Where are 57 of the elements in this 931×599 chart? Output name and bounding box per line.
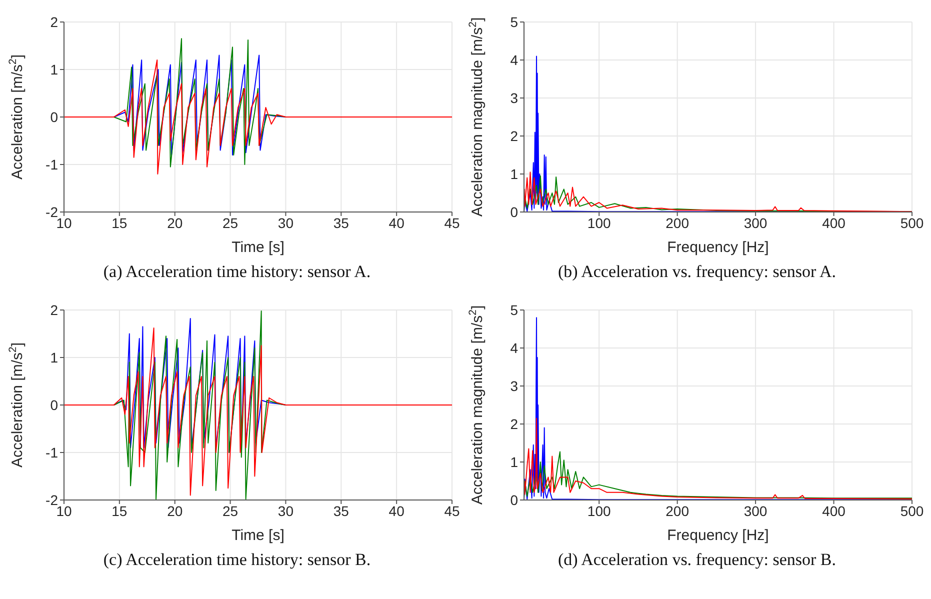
x-tick-label: 10 (56, 502, 72, 519)
x-tick-label: 40 (388, 502, 405, 519)
x-tick-label: 25 (222, 214, 238, 231)
x-axis-title: Frequency [Hz] (667, 527, 769, 544)
text: (b) Acceleration vs. frequency: sensor A. (558, 262, 836, 282)
y-tick-label: 2 (50, 302, 58, 318)
y-tick-label: 5 (510, 14, 518, 30)
text: (a) Acceleration time history: sensor A. (103, 262, 371, 282)
x-tick-label: 100 (587, 214, 611, 231)
y-tick-label: 3 (510, 90, 518, 106)
y-tick-label: 2 (510, 416, 518, 432)
x-tick-label: 45 (444, 214, 460, 231)
x-tick-label: 500 (900, 502, 924, 519)
x-axis-title: Time [s] (232, 239, 284, 256)
x-tick-label: 30 (278, 214, 294, 231)
x-tick-label: 30 (278, 502, 294, 519)
x-tick-label: 300 (744, 502, 768, 519)
x-tick-label: 300 (744, 214, 768, 231)
x-tick-label: 100 (587, 502, 611, 519)
x-tick-label: 500 (900, 214, 924, 231)
text: (d) Acceleration vs. frequency: sensor B. (558, 550, 836, 570)
x-tick-label: 40 (388, 214, 405, 231)
y-tick-label: 0 (50, 108, 58, 125)
y-tick-label: 0 (50, 396, 58, 413)
line-series (64, 60, 452, 174)
y-tick-label: -2 (46, 492, 58, 508)
x-tick-label: 20 (167, 214, 183, 231)
y-tick-label: -1 (46, 444, 58, 460)
y-tick-label: -1 (46, 156, 58, 172)
text: (c) Acceleration time history: sensor B. (103, 550, 371, 570)
y-tick-label: 0 (510, 204, 518, 220)
y-tick-label: 0 (510, 492, 518, 508)
x-tick-label: 400 (822, 502, 846, 519)
x-tick-label: 35 (333, 502, 350, 519)
x-tick-label: 15 (112, 502, 128, 519)
y-tick-label: 5 (510, 302, 518, 318)
x-tick-label: 15 (112, 214, 128, 231)
x-axis-title: Frequency [Hz] (667, 239, 769, 256)
y-tick-label: 1 (50, 349, 58, 366)
x-tick-label: 20 (167, 502, 183, 519)
x-tick-label: 45 (444, 502, 460, 519)
y-tick-label: 2 (510, 128, 518, 144)
y-tick-label: 1 (510, 454, 518, 470)
y-tick-label: 2 (50, 14, 58, 30)
x-tick-label: 200 (666, 214, 690, 231)
x-tick-label: 10 (56, 214, 72, 231)
x-tick-label: 200 (666, 502, 690, 519)
x-axis-title: Time [s] (232, 527, 284, 544)
y-tick-label: 3 (510, 378, 518, 394)
x-tick-label: 35 (333, 214, 350, 231)
y-tick-label: 1 (50, 61, 58, 78)
y-tick-label: -2 (46, 204, 58, 220)
x-tick-label: 400 (822, 214, 846, 231)
x-tick-label: 25 (222, 502, 238, 519)
y-tick-label: 4 (510, 52, 518, 68)
y-tick-label: 1 (510, 166, 518, 182)
y-tick-label: 4 (510, 340, 518, 356)
